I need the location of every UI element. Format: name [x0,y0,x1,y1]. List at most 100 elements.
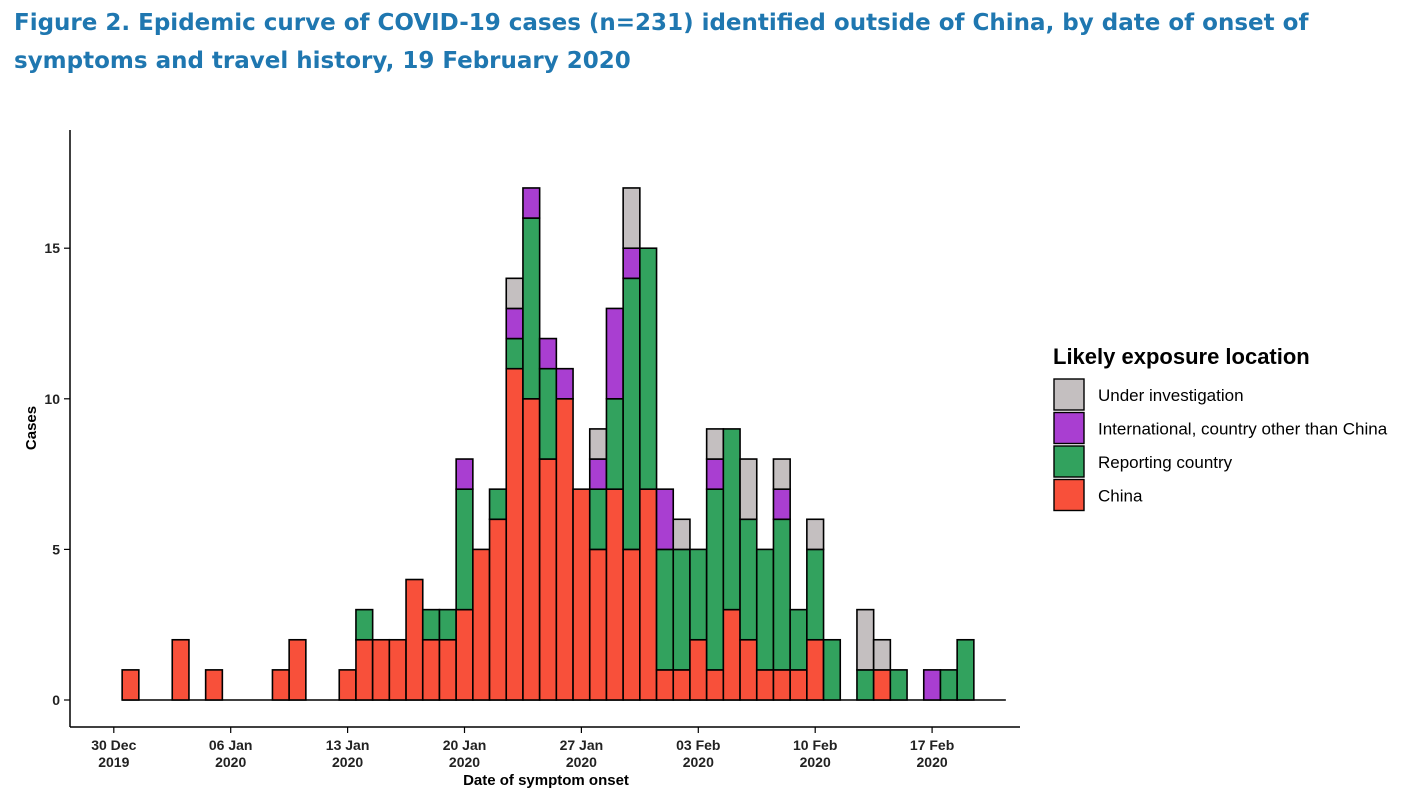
x-tick-label: 10 Feb [793,737,837,753]
bar-segment [856,669,875,701]
x-tick-year-label: 2020 [683,754,714,770]
bar-segment [806,638,825,701]
bar-segment [622,277,641,551]
bar-segment [438,608,457,641]
bar-segment [588,458,608,490]
bar-segment [405,578,424,701]
bar-segment [739,518,758,641]
x-tick-year-label: 2019 [98,754,129,770]
bar-segment [739,638,758,701]
bar-segment [455,458,474,490]
bar-segment [388,638,407,701]
x-tick-label: 17 Feb [910,737,954,753]
bar-segment [455,488,474,611]
legend-swatch [1053,378,1085,411]
bar-segment [772,488,791,521]
bar-segment [755,548,775,671]
bar-segment [271,669,290,701]
bar-segment [121,669,140,701]
bar-segment [722,428,741,611]
bar-segment [455,608,474,701]
bar-segment [622,548,641,701]
bar-segment [488,488,508,521]
bar-segment [605,397,624,490]
bar-segment [772,669,791,701]
figure-title: Figure 2. Epidemic curve of COVID-19 cas… [14,10,1309,74]
bar-segment [438,638,457,701]
y-axis-title: Cases [23,406,40,450]
bar-segment [588,428,608,460]
legend: Likely exposure location Under investiga… [1053,344,1388,512]
bar-segment [338,669,357,701]
bar-segment [872,638,892,671]
bar-segment [739,458,758,521]
x-tick-year-label: 2020 [215,754,246,770]
bar-segment [806,518,825,551]
x-tick-label: 20 Jan [443,737,487,753]
bar-segment [705,488,725,671]
bar-segment [755,669,775,701]
x-tick-label: 03 Feb [676,737,720,753]
y-axis-ticks: 0 5 10 15 [44,240,70,708]
bar-segment [789,669,808,701]
x-tick-year-label: 2020 [800,754,831,770]
bar-segment [588,548,608,701]
bar-segment [171,638,190,701]
bar-segment [655,669,675,701]
x-tick-label: 13 Jan [326,737,370,753]
legend-title: Likely exposure location [1053,344,1310,369]
legend-swatch [1053,411,1085,445]
bar-segment [922,669,942,701]
bar-segment [204,669,224,701]
legend-swatch [1053,478,1085,512]
bar-segment [505,277,524,310]
bar-segment [421,608,441,641]
bar-segment [689,638,708,701]
bar-segment [472,548,491,701]
bar-segment [822,638,842,701]
bar-segment [672,669,691,701]
legend-swatch [1053,445,1085,478]
legend-entry-label: Reporting country [1098,453,1233,472]
bar-segment [605,488,624,701]
bar-segment [572,488,591,701]
bar-segment [672,548,691,671]
bar-segment [872,669,892,701]
bar-segment [522,397,541,701]
x-tick-label: 27 Jan [560,737,604,753]
bar-segment [588,488,608,551]
bar-segment [705,458,725,490]
bar-segment [806,548,825,641]
x-tick-year-label: 2020 [566,754,597,770]
bar-segment [655,548,675,671]
bar-segment [505,307,524,340]
legend-entry-label: China [1098,487,1143,506]
bar-segment [672,518,691,551]
y-tick-label: 10 [44,391,60,407]
x-axis-title: Date of symptom onset [463,772,629,789]
bar-segment [522,187,541,219]
bar-segment [639,247,658,490]
y-tick-label: 0 [52,692,60,708]
legend-entry-label: International, country other than China [1098,420,1388,439]
bar-segment [538,337,558,370]
bar-segment [538,458,558,701]
bar-segment [505,367,524,701]
bar-segment [605,307,624,400]
bar-segment [355,638,374,701]
bar-segment [522,217,541,400]
bar-segment [371,638,391,701]
bar-segment [288,638,307,701]
bar-segment [505,337,524,370]
bar-segment [421,638,441,701]
bar-segment [956,638,975,701]
bar-segment [772,518,791,671]
bar-segment [538,367,558,460]
legend-entry-label: Under investigation [1098,386,1244,405]
bar-segment [622,187,641,250]
x-tick-year-label: 2020 [917,754,948,770]
bars-layer [121,187,1006,701]
bar-segment [722,608,741,701]
